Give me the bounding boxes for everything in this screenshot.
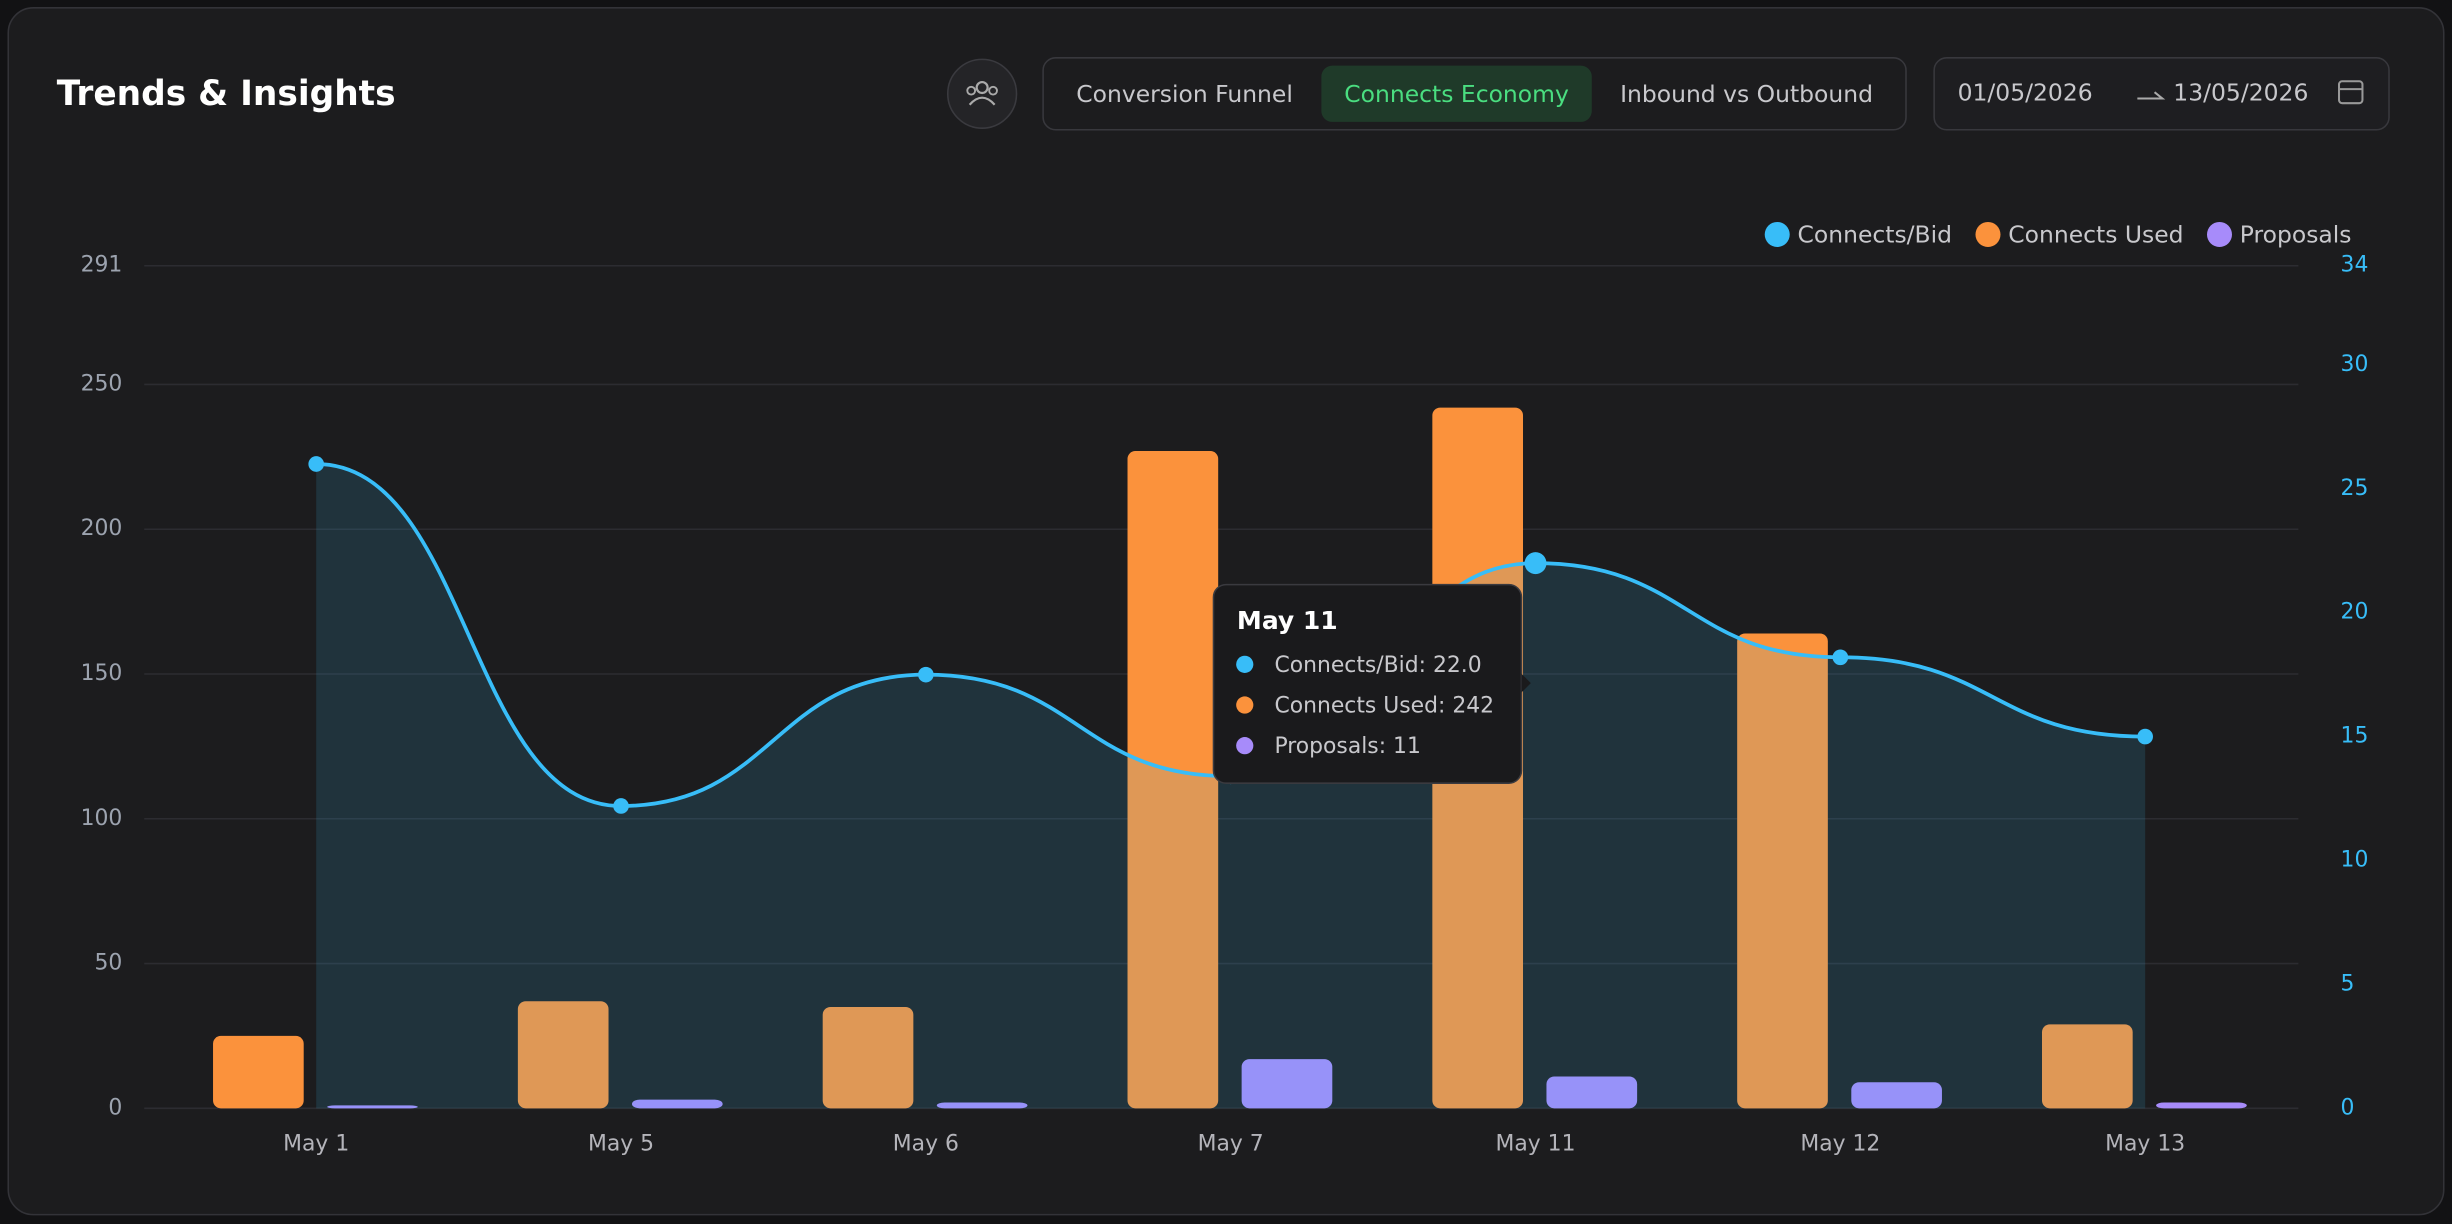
point[interactable] [918,666,934,683]
date-range-box[interactable] [1933,57,2390,131]
y2-tick-label: 34 [2341,253,2369,278]
tooltip-pointer [1521,673,1531,693]
bar [631,1099,723,1109]
legend-label: Proposals [2240,221,2352,249]
tab-label[interactable]: Conversion Funnel [1076,80,1293,108]
y2-tick-label: 25 [2341,476,2369,501]
y-tick-label: 50 [95,951,123,976]
card-title: Trends & Insights [57,74,396,114]
point[interactable] [2137,728,2153,745]
tooltip-swatch [1236,696,1254,714]
x-tick-label: May 6 [893,1131,959,1156]
legend-label: Connects Used [2008,221,2183,249]
tooltip-swatch [1236,655,1254,673]
calendar-icon [2337,80,2364,105]
bar [1851,1082,1942,1109]
end-date: 13/05/2026 [2173,78,2308,106]
bar [517,1001,609,1109]
y2-tick-label: 10 [2341,848,2369,873]
tab[interactable]: Inbound vs Outbound [1620,80,1873,108]
tab-label[interactable]: Inbound vs Outbound [1620,80,1873,108]
bar [327,1105,418,1109]
active-tab-background [1321,65,1592,122]
x-tick-label: May 1 [283,1131,349,1156]
bar [1241,1059,1333,1109]
legend-swatch [1764,221,1790,247]
point[interactable] [308,456,325,472]
y-tick-label: 291 [81,253,123,278]
legend-label: Connects/Bid [1798,221,1952,249]
line [316,462,2146,808]
bar [1127,451,1219,1109]
bar [213,1035,304,1109]
legend-swatch [2206,221,2232,247]
tooltip-line: Proposals: 11 [1274,734,1420,759]
x-tick-label: May 12 [1800,1131,1880,1156]
legend-swatch [1975,221,2001,247]
tooltip-line: Connects/Bid: 22.0 [1274,653,1481,678]
y2-tick-label: 30 [2341,352,2369,377]
arrow-icon [2137,91,2166,100]
team-button[interactable] [946,58,1018,129]
bar [1546,1076,1638,1109]
start-date: 01/05/2026 [1958,78,2093,106]
icon [966,85,977,96]
y-tick-label: 250 [81,371,123,396]
tooltip-swatch [1236,737,1254,755]
y2-tick-label: 5 [2341,971,2355,996]
date-picker[interactable]: 01/05/2026 13/05/2026 [1933,57,2390,131]
icon [968,96,996,106]
bar [822,1006,914,1109]
tab[interactable]: Connects Economy [1321,65,1592,122]
area [316,463,2146,1109]
tooltip-line: Connects Used: 242 [1274,694,1494,719]
bar [936,1102,1028,1109]
y2-tick-label: 15 [2341,724,2369,749]
tab-label[interactable]: Connects Economy [1344,80,1569,108]
legend: Proposals Connects Used Connects/Bid [1764,221,2352,249]
x-tick-label: May 13 [2105,1131,2185,1156]
y2-tick-label: 20 [2341,600,2369,625]
y-tick-label: 150 [81,661,123,686]
bar [1737,633,1828,1109]
y-tick-label: 100 [81,806,123,831]
tooltip-title: May 11 [1237,606,1338,635]
tooltip: May 11 Connects/Bid: 22.0 Connects Used: 2… [1212,583,1531,784]
tab[interactable]: Conversion Funnel [1076,80,1293,108]
y2-tick-label: 0 [2341,1095,2355,1120]
bar [2156,1102,2247,1109]
point[interactable] [1832,649,1849,666]
point[interactable] [1524,552,1547,575]
x-tick-label: May 11 [1496,1131,1576,1156]
point[interactable] [613,798,629,814]
icon [975,80,989,95]
x-tick-label: May 5 [588,1131,654,1156]
y-tick-label: 200 [81,516,123,541]
x-tick-label: May 7 [1198,1131,1264,1156]
icon [988,85,998,96]
y-tick-label: 0 [108,1095,122,1120]
bar [2042,1024,2133,1109]
